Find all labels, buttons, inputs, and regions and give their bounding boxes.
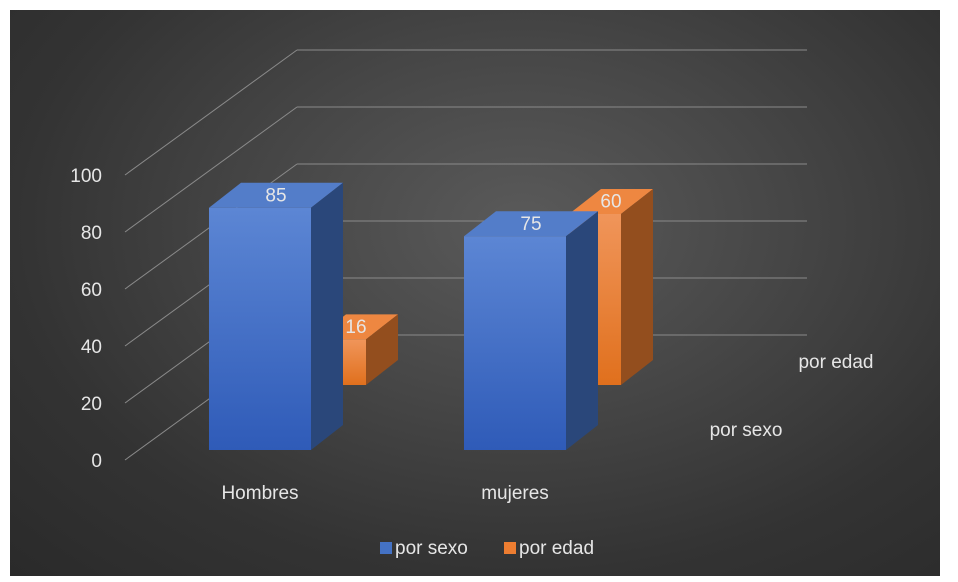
y-tick-label: 60 (81, 280, 102, 301)
data-label: 75 (520, 214, 541, 235)
chart-area: 0 20 40 60 80 100 16 60 85 75 Hombres mujeres por… (10, 10, 940, 576)
depth-axis-label: por edad (798, 352, 873, 373)
category-label: Hombres (221, 483, 298, 504)
data-label: 60 (600, 192, 621, 213)
bar-side-face (366, 314, 398, 385)
legend-item-por-sexo: por sexo (380, 538, 468, 559)
y-tick-label: 100 (70, 166, 102, 187)
bar-por-sexo-hombres (209, 182, 343, 450)
y-tick-label: 0 (91, 451, 102, 472)
category-label: mujeres (481, 483, 549, 504)
bar-side-face (311, 182, 343, 450)
bar-side-face (566, 211, 598, 450)
legend-label: por edad (519, 538, 594, 559)
bar-top-face (464, 211, 598, 237)
y-axis: 0 20 40 60 80 100 (70, 166, 102, 472)
chart-svg: 0 20 40 60 80 100 16 60 85 75 Hombres mujeres por… (70, 49, 874, 559)
x-axis: Hombres mujeres (221, 483, 548, 504)
legend-swatch (504, 542, 516, 554)
y-tick-label: 80 (81, 223, 102, 244)
bar-top-face (569, 189, 653, 214)
depth-axis-label: por sexo (710, 420, 783, 441)
bar-top-face (209, 182, 343, 208)
y-tick-label: 40 (81, 337, 102, 358)
data-label: 16 (345, 317, 366, 338)
legend-item-por-edad: por edad (504, 538, 594, 559)
data-labels: 16 60 85 75 (265, 185, 621, 338)
bar-front-face (464, 236, 566, 450)
depth-axis: por sexo por edad (710, 352, 874, 441)
legend-label: por sexo (395, 538, 468, 559)
legend: por sexo por edad (380, 538, 594, 559)
series-por-sexo (209, 182, 598, 450)
bar-por-sexo-mujeres (464, 211, 598, 450)
bar-side-face (621, 189, 653, 385)
legend-swatch (380, 542, 392, 554)
gridline-diagonal (124, 49, 298, 176)
bar-front-face (209, 207, 311, 450)
y-tick-label: 20 (81, 394, 102, 415)
data-label: 85 (265, 185, 286, 206)
gridline-diagonal (124, 106, 298, 233)
